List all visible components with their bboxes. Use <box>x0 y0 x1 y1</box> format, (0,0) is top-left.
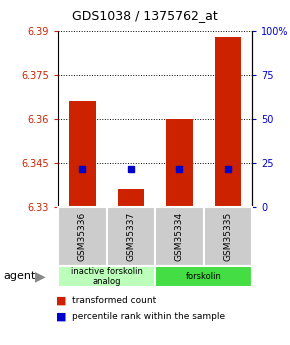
Bar <box>69 101 96 207</box>
Text: GSM35335: GSM35335 <box>224 212 233 261</box>
Text: agent: agent <box>3 272 35 281</box>
Text: forskolin: forskolin <box>186 272 222 281</box>
Text: ■: ■ <box>56 295 66 305</box>
Bar <box>204 207 252 266</box>
Text: ■: ■ <box>56 312 66 322</box>
Text: transformed count: transformed count <box>72 296 157 305</box>
Bar <box>155 266 252 287</box>
Text: inactive forskolin
analog: inactive forskolin analog <box>71 267 142 286</box>
Bar <box>107 207 155 266</box>
Bar <box>215 37 241 207</box>
Text: GSM35337: GSM35337 <box>126 212 135 261</box>
Text: GSM35334: GSM35334 <box>175 212 184 261</box>
Bar <box>117 189 144 207</box>
Text: GDS1038 / 1375762_at: GDS1038 / 1375762_at <box>72 9 218 22</box>
Text: percentile rank within the sample: percentile rank within the sample <box>72 312 226 321</box>
Bar <box>166 119 193 207</box>
Bar <box>58 266 155 287</box>
Bar <box>58 207 107 266</box>
Text: GSM35336: GSM35336 <box>78 212 87 261</box>
Bar <box>155 207 204 266</box>
Text: ▶: ▶ <box>35 269 46 283</box>
